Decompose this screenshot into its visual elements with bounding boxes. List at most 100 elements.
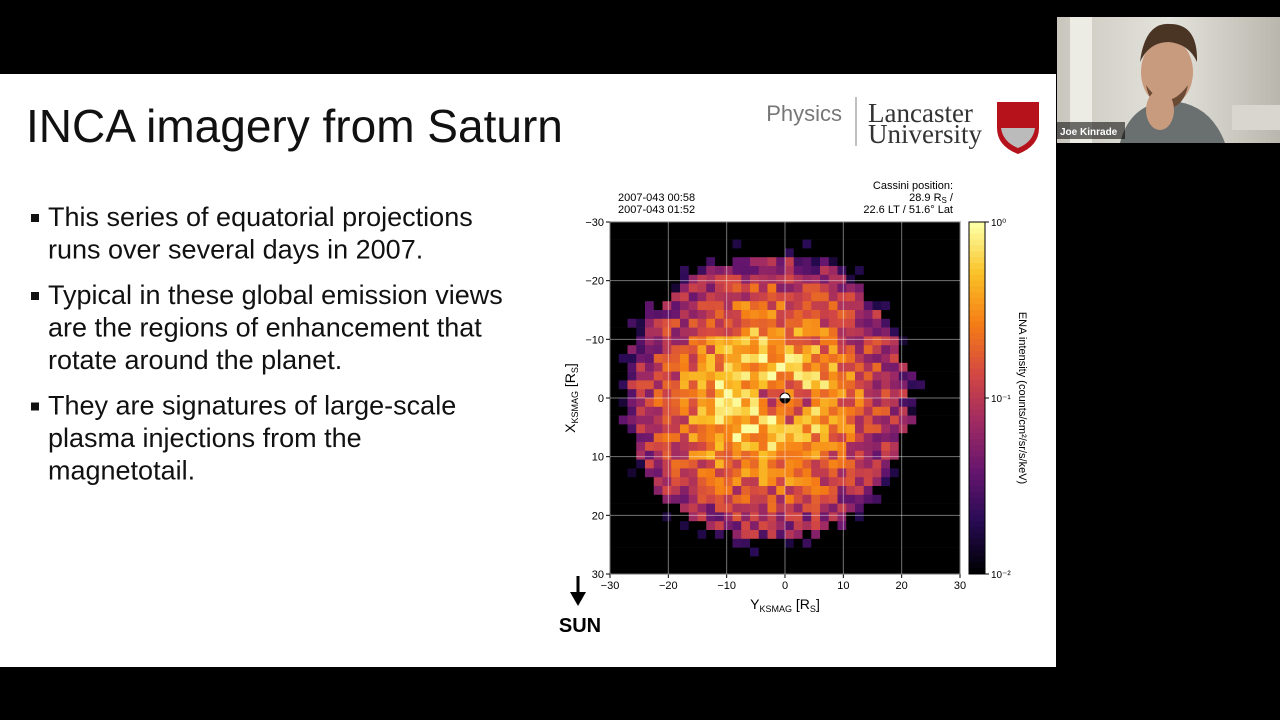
heatmap-cell [741, 530, 751, 540]
heatmap-cell [671, 530, 681, 540]
heatmap-cell [863, 503, 873, 513]
heatmap-cell [863, 362, 873, 372]
heatmap-cell [828, 266, 838, 276]
heatmap-cell [925, 257, 935, 267]
heatmap-cell [907, 362, 917, 372]
heatmap-cell [627, 336, 637, 346]
heatmap-cell [785, 222, 795, 232]
heatmap-cell [645, 318, 655, 328]
heatmap-cell [820, 521, 830, 531]
heatmap-cell [723, 565, 733, 575]
heatmap-cell [881, 398, 891, 408]
heatmap-cell [846, 354, 856, 364]
heatmap-cell [697, 222, 707, 232]
heatmap-cell [662, 239, 672, 249]
heatmap-cell [898, 371, 908, 381]
heatmap-cell [618, 477, 628, 487]
heatmap-cell [653, 547, 663, 557]
heatmap-cell [855, 389, 865, 399]
heatmap-cell [680, 248, 690, 258]
heatmap-cell [741, 389, 751, 399]
heatmap-cell [680, 274, 690, 284]
label-part: [R [562, 373, 578, 391]
heatmap-cell [767, 257, 777, 267]
heatmap-cell [846, 459, 856, 469]
heatmap-cell [907, 494, 917, 504]
heatmap-cell [662, 442, 672, 452]
heatmap-cell [636, 248, 646, 258]
heatmap-cell [785, 283, 795, 293]
heatmap-cell [636, 398, 646, 408]
heatmap-cell [758, 442, 768, 452]
heatmap-cell [680, 354, 690, 364]
heatmap-cell [750, 239, 760, 249]
heatmap-cell [680, 283, 690, 293]
heatmap-cell [732, 389, 742, 399]
heatmap-cell [706, 415, 716, 425]
heatmap-cell [855, 468, 865, 478]
heatmap-cell [828, 547, 838, 557]
heatmap-cell [618, 362, 628, 372]
heatmap-cell [828, 336, 838, 346]
heatmap-cell [898, 398, 908, 408]
colorbar-segment [969, 503, 985, 510]
heatmap-cell [898, 538, 908, 548]
heatmap-cell [872, 468, 882, 478]
heatmap-cell [653, 442, 663, 452]
heatmap-cell [942, 556, 952, 566]
heatmap-cell [898, 442, 908, 452]
heatmap-cell [811, 380, 821, 390]
heatmap-cell [828, 371, 838, 381]
heatmap-cell [802, 389, 812, 399]
heatmap-cell [785, 257, 795, 267]
heatmap-cell [776, 538, 786, 548]
heatmap-cell [715, 477, 725, 487]
heatmap-cell [671, 274, 681, 284]
colorbar-segment [969, 286, 985, 293]
heatmap-cell [767, 327, 777, 337]
heatmap-cell [925, 318, 935, 328]
heatmap-cell [750, 406, 760, 416]
heatmap-cell [811, 371, 821, 381]
heatmap-cell [723, 239, 733, 249]
heatmap-cell [610, 450, 620, 460]
heatmap-cell [723, 354, 733, 364]
heatmap-cell [636, 239, 646, 249]
heatmap-cell [881, 336, 891, 346]
heatmap-cell [767, 415, 777, 425]
heatmap-cell [890, 318, 900, 328]
heatmap-cell [732, 283, 742, 293]
heatmap-cell [837, 398, 847, 408]
heatmap-cell [618, 292, 628, 302]
heatmap-cell [793, 530, 803, 540]
heatmap-cell [837, 530, 847, 540]
heatmap-cell [793, 239, 803, 249]
sun-arrow-head [570, 592, 586, 606]
heatmap-cell [688, 301, 698, 311]
heatmap-cell [793, 406, 803, 416]
heatmap-cell [653, 380, 663, 390]
heatmap-cell [907, 345, 917, 355]
heatmap-cell [837, 310, 847, 320]
heatmap-cell [688, 494, 698, 504]
heatmap-cell [828, 565, 838, 575]
heatmap-cell [706, 450, 716, 460]
heatmap-cell [802, 530, 812, 540]
heatmap-cell [776, 354, 786, 364]
heatmap-cell [697, 415, 707, 425]
heatmap-cell [785, 336, 795, 346]
heatmap-cell [811, 362, 821, 372]
bullet-text: rotate around the planet. [48, 345, 342, 375]
heatmap-cell [855, 301, 865, 311]
heatmap-cell [758, 433, 768, 443]
heatmap-cell [811, 530, 821, 540]
heatmap-cell [758, 239, 768, 249]
heatmap-cell [610, 521, 620, 531]
heatmap-cell [793, 371, 803, 381]
heatmap-cell [758, 389, 768, 399]
heatmap-cell [837, 556, 847, 566]
heatmap-cell [802, 433, 812, 443]
x-tick-label: −20 [659, 580, 678, 592]
heatmap-cell [671, 230, 681, 240]
heatmap-cell [890, 389, 900, 399]
